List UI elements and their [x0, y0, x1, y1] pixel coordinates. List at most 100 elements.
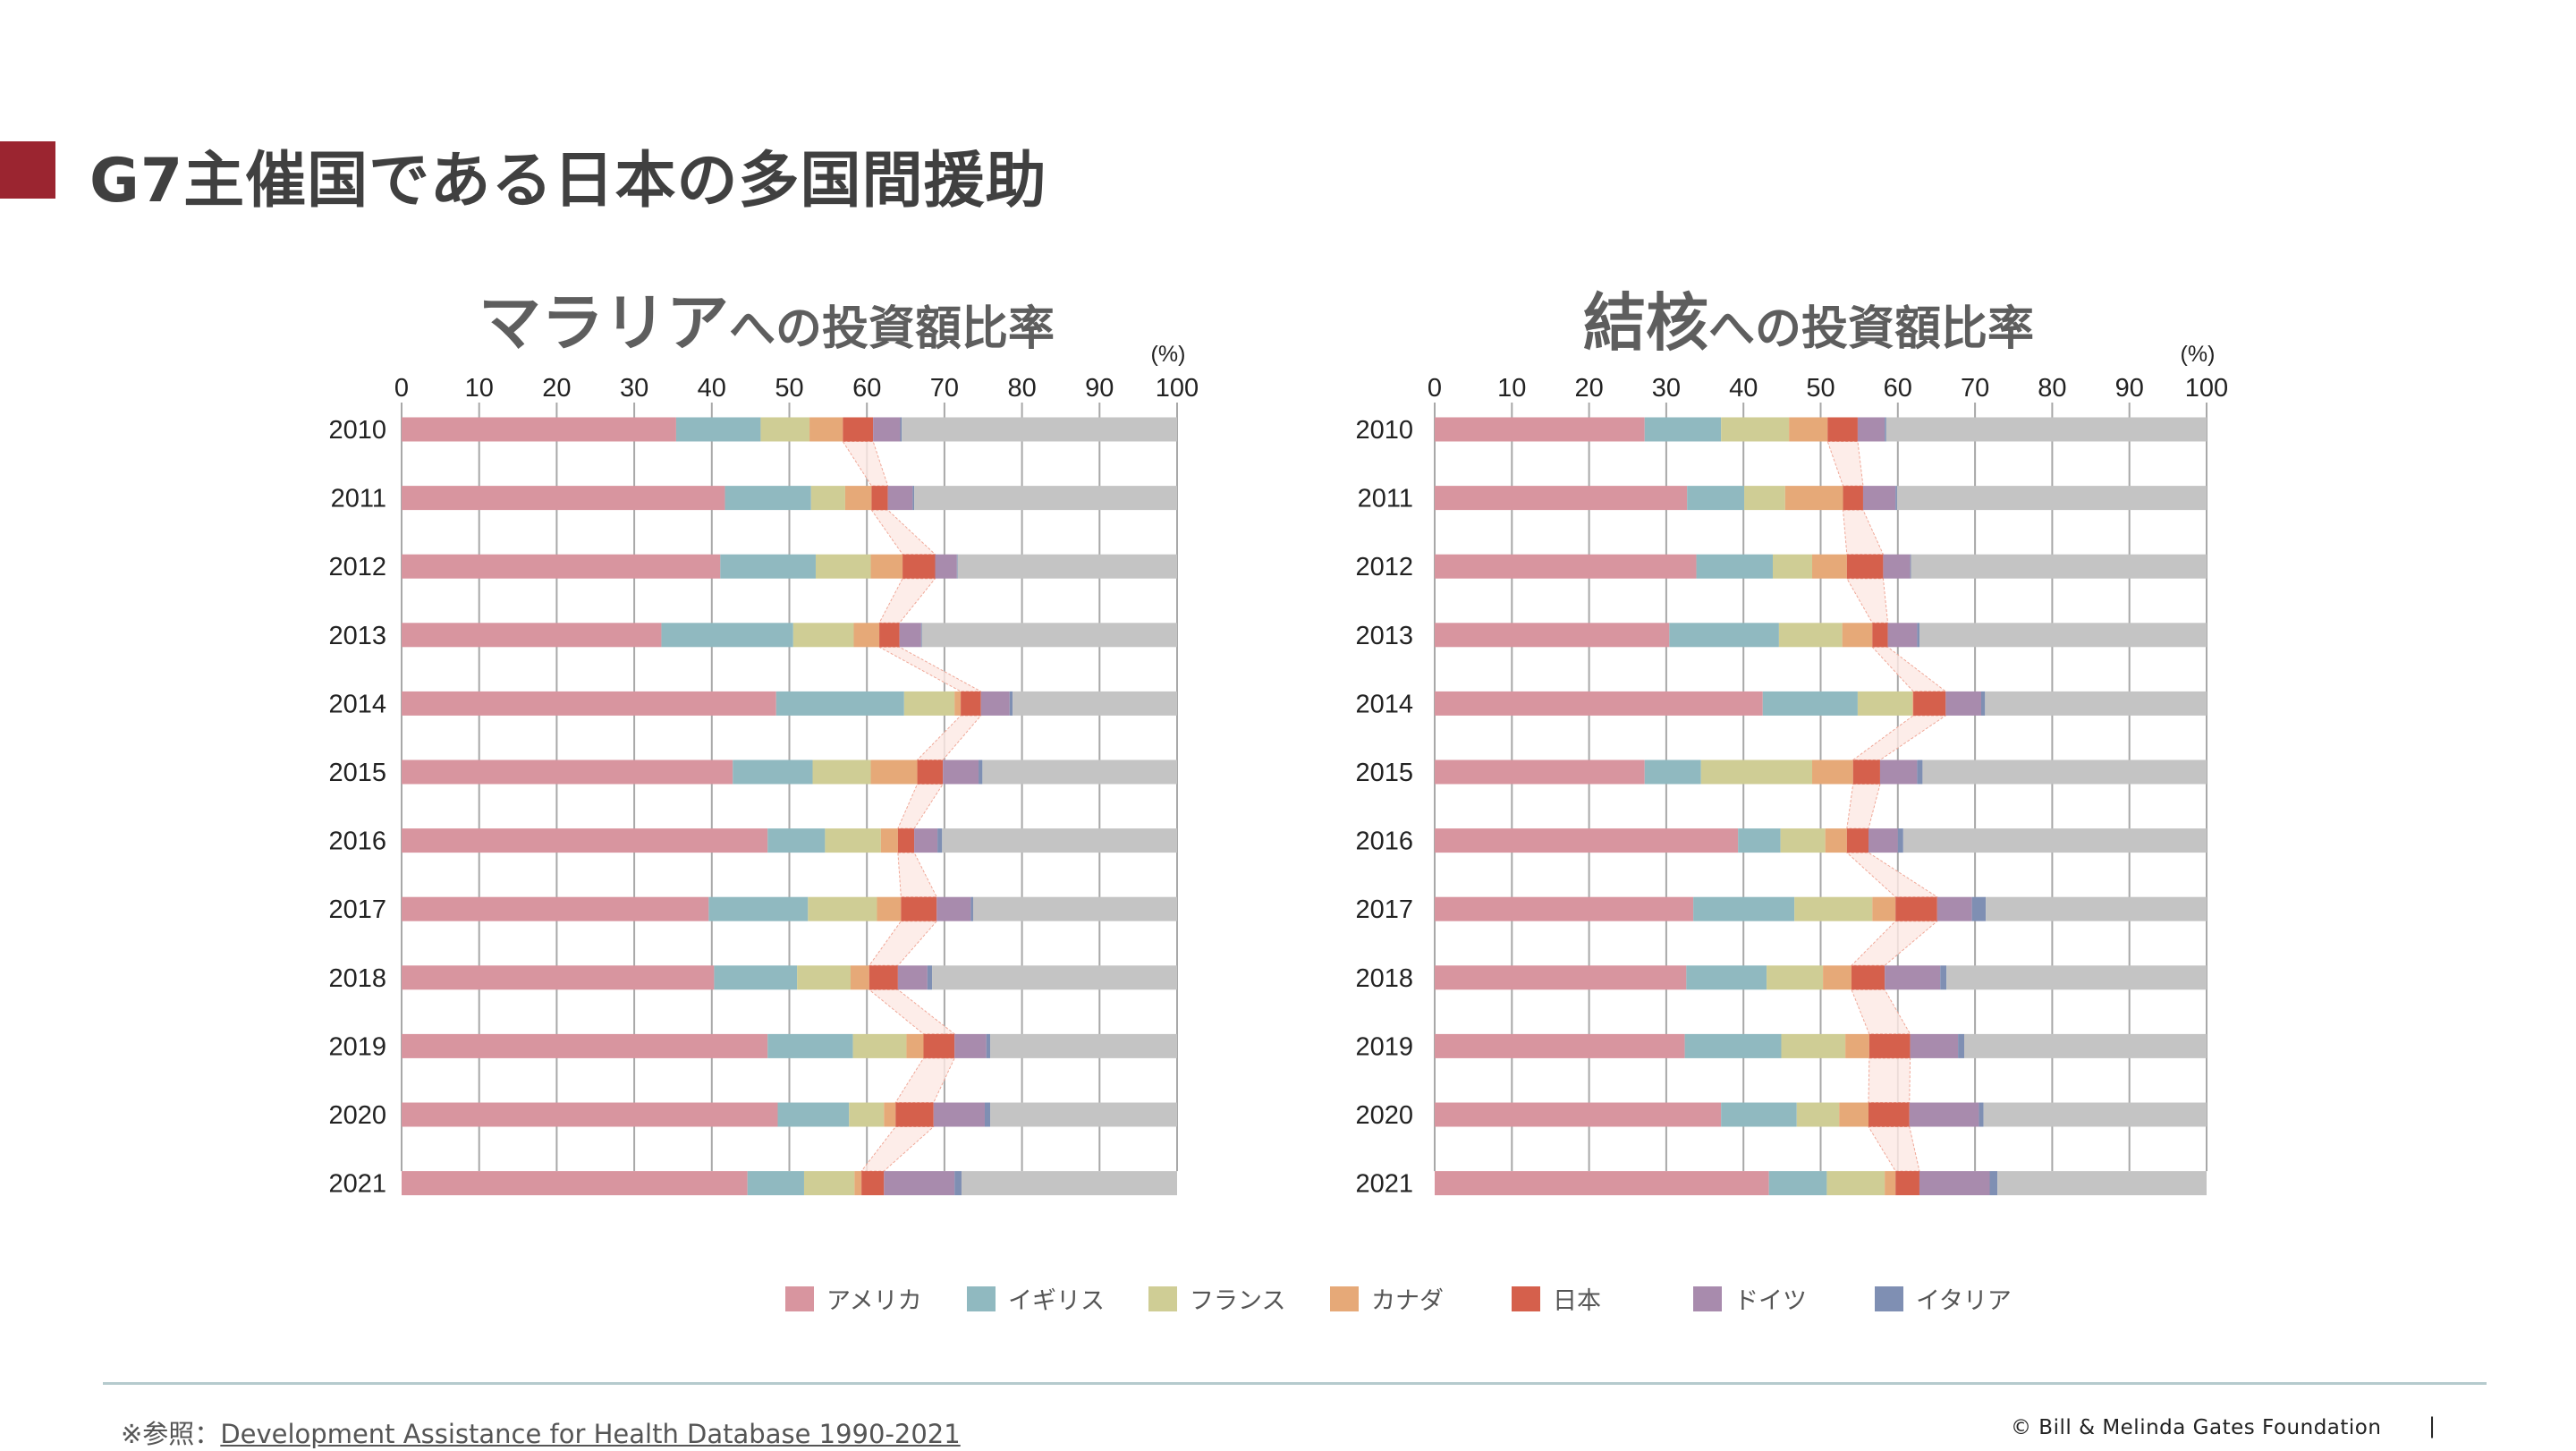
tb-bar-segment-japan [1913, 691, 1946, 716]
malaria-bar-segment-other [902, 417, 1177, 442]
tb-chart-title-suffix: への投資額比率 [1708, 302, 2035, 356]
tb-year-label: 2018 [1355, 964, 1413, 993]
tb-bar-segment-japan [1827, 417, 1858, 442]
tb-bar-segment-italy [1885, 417, 1886, 442]
malaria-year-label: 2011 [331, 485, 386, 513]
chart-legend: アメリカ イギリス フランス カナダ 日本 ドイツ イタリア [785, 1281, 2056, 1316]
source-prefix: ※参照： [121, 1419, 221, 1449]
malaria-bar-segment-other [921, 623, 1177, 648]
tb-bar-segment-other [1964, 1033, 2207, 1058]
malaria-bar-segment-italy [912, 486, 915, 511]
page-separator: | [2428, 1413, 2436, 1438]
tb-bar-segment-france [1781, 1033, 1846, 1058]
tb-bar-segment-uk [1684, 1033, 1782, 1058]
tb-bar-segment-france [1794, 896, 1873, 921]
malaria-japan-connector-band [916, 715, 982, 760]
malaria-bar-segment-uk [724, 486, 811, 511]
tb-bar-segment-canada [1872, 896, 1896, 921]
tb-bar-segment-other [1902, 828, 2207, 853]
legend-swatch-japan [1512, 1286, 1540, 1311]
malaria-bar-segment-canada [854, 1171, 862, 1196]
malaria-x-tick-label: 70 [930, 374, 959, 403]
tb-year-label: 2012 [1355, 553, 1413, 581]
tb-bar-segment-germany [1883, 554, 1911, 579]
malaria-bar-segment-japan [917, 759, 944, 785]
tb-bar-segment-germany [1868, 828, 1898, 853]
malaria-bar-segment-italy [984, 1102, 991, 1127]
malaria-bar-segment-japan [869, 965, 898, 990]
malaria-year-label: 2010 [328, 416, 386, 445]
source-link[interactable]: Development Assistance for Health Databa… [220, 1419, 961, 1449]
malaria-bar-segment-france [792, 623, 854, 648]
malaria-bar-segment-italy [954, 1171, 962, 1196]
tb-bar-segment-uk [1644, 759, 1701, 785]
malaria-year-label: 2019 [328, 1032, 386, 1061]
tb-bar-segment-canada [1825, 828, 1847, 853]
malaria-x-tick-label: 0 [394, 374, 409, 403]
tb-japan-connector-band [1851, 989, 1911, 1035]
malaria-bar-segment-uk [775, 691, 904, 716]
malaria-bar-segment-canada [844, 486, 872, 511]
malaria-bar-segment-usa [402, 554, 721, 579]
legend-item-usa: アメリカ [785, 1281, 967, 1316]
tb-year-label: 2015 [1355, 759, 1413, 787]
legend-item-japan: 日本 [1512, 1281, 1693, 1316]
malaria-bar-segment-uk [747, 1171, 804, 1196]
tb-bar-segment-germany [1919, 1171, 1990, 1196]
malaria-bar-segment-france [760, 417, 810, 442]
tb-year-label: 2021 [1355, 1170, 1413, 1199]
malaria-bar-segment-japan [923, 1033, 955, 1058]
legend-swatch-usa [785, 1286, 814, 1311]
tb-bar-segment-other [1997, 1171, 2207, 1196]
malaria-japan-connector-band [878, 578, 936, 624]
malaria-year-label: 2016 [328, 827, 386, 856]
tb-bar-segment-usa [1435, 486, 1688, 511]
legend-label-italy: イタリア [1916, 1287, 2012, 1315]
malaria-bar-segment-japan [879, 623, 900, 648]
malaria-bar-segment-germany [954, 1033, 987, 1058]
malaria-bar-segment-canada [870, 759, 918, 785]
tb-chart-title-main: 結核 [1583, 286, 1708, 360]
malaria-x-tick-label: 80 [1007, 374, 1036, 403]
tb-year-label: 2014 [1355, 690, 1413, 718]
malaria-bar-segment-canada [906, 1033, 924, 1058]
malaria-bar-segment-uk [675, 417, 761, 442]
malaria-bar-segment-france [815, 554, 871, 579]
tb-bar-segment-japan [1868, 1033, 1911, 1058]
tb-bar-segment-other [1896, 486, 2207, 511]
tb-bar-segment-italy [1958, 1033, 1965, 1058]
malaria-chart-title-suffix: への投資額比率 [729, 302, 1055, 356]
tb-japan-connector-band [1868, 1057, 1911, 1103]
malaria-x-tick-label: 90 [1085, 374, 1114, 403]
malaria-bar-segment-canada [880, 828, 898, 853]
malaria-bar-segment-usa [402, 1033, 768, 1058]
tb-bar-segment-france [1744, 486, 1785, 511]
tb-japan-connector-band [1852, 715, 1947, 760]
tb-bar-segment-other [1946, 965, 2207, 990]
tb-year-label: 2017 [1355, 895, 1413, 924]
malaria-bar-segment-germany [936, 896, 971, 921]
malaria-bar-segment-germany [914, 828, 938, 853]
tb-japan-connector-band [1842, 509, 1885, 556]
legend-swatch-germany [1693, 1286, 1722, 1311]
malaria-bar-segment-canada [877, 896, 902, 921]
malaria-bar-segment-germany [980, 691, 1010, 716]
tb-bar-segment-canada [1885, 1171, 1896, 1196]
tb-bar-segment-usa [1435, 965, 1687, 990]
malaria-bar-segment-uk [733, 759, 813, 785]
malaria-japan-connector-band [897, 852, 938, 898]
tb-bar-segment-uk [1696, 554, 1773, 579]
tb-bar-segment-usa [1435, 417, 1645, 442]
tb-bar-segment-italy [1917, 759, 1923, 785]
malaria-bar-segment-uk [767, 1033, 853, 1058]
malaria-bar-segment-france [825, 828, 881, 853]
malaria-bar-segment-canada [870, 554, 903, 579]
footer-divider [103, 1382, 2487, 1385]
malaria-bar-segment-other [1013, 691, 1177, 716]
tb-bar-segment-germany [1887, 623, 1918, 648]
malaria-bar-segment-germany [884, 1171, 955, 1196]
malaria-bar-segment-italy [970, 896, 973, 921]
tb-bar-segment-japan [1852, 965, 1885, 990]
tb-x-tick-label: 50 [1806, 374, 1835, 403]
tb-unit-label: (%) [2181, 342, 2216, 367]
